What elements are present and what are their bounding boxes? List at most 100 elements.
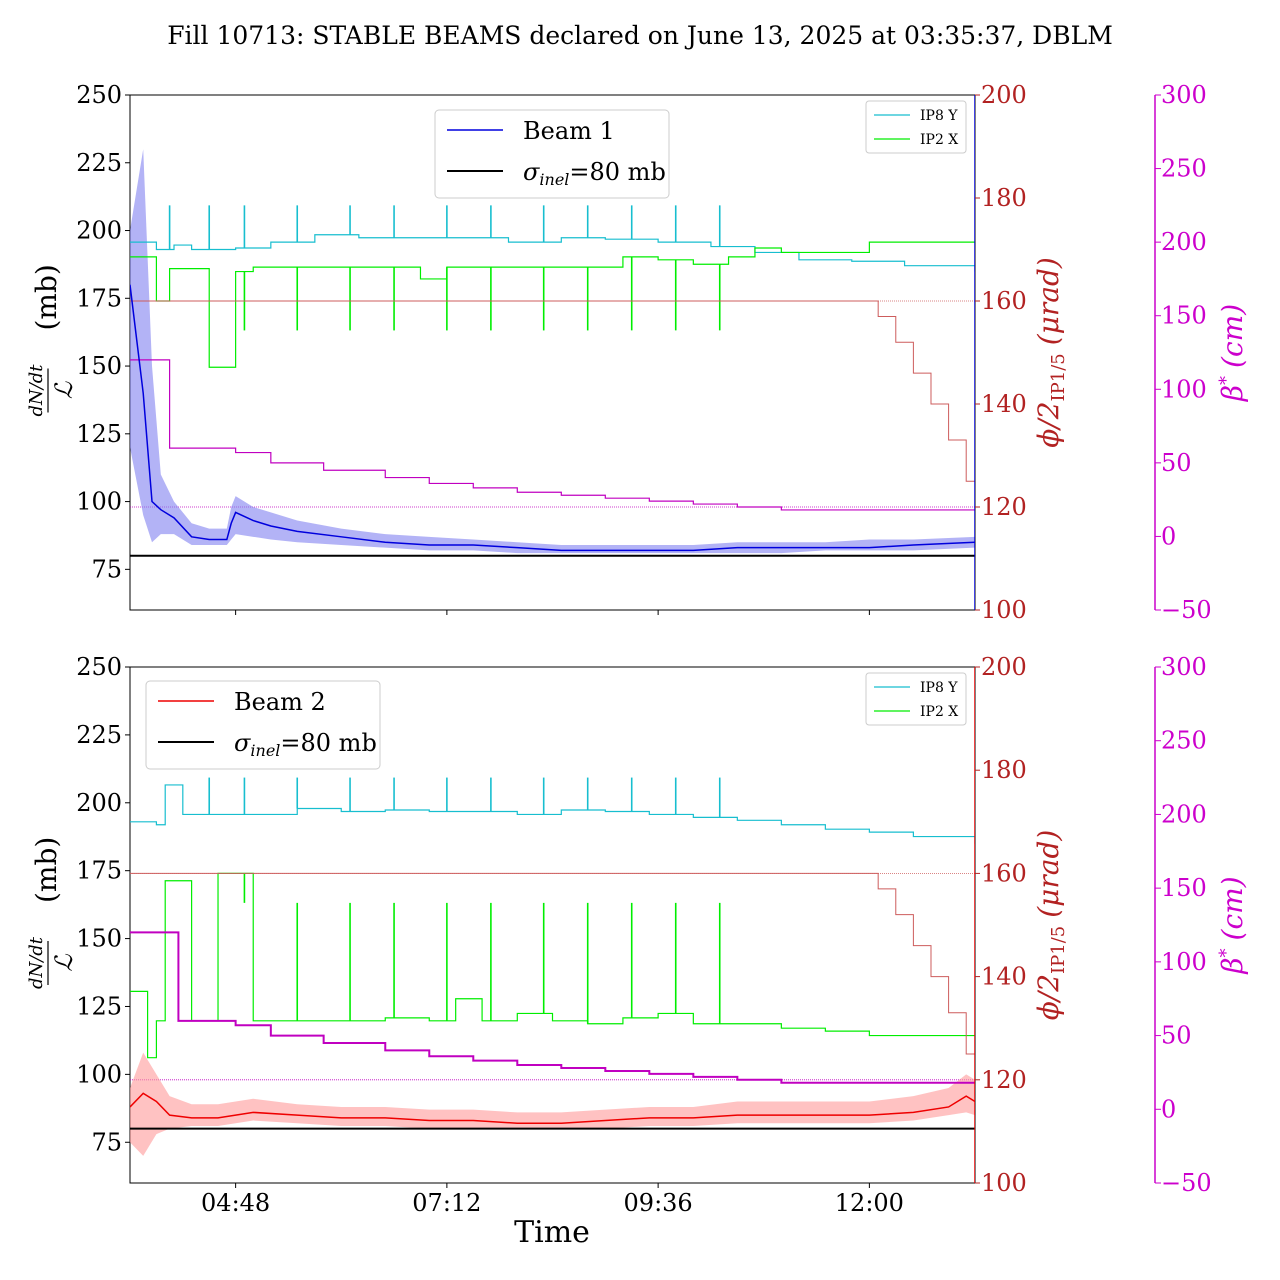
right-axis-symbol: ϕ/2 xyxy=(1032,401,1065,447)
ip8-y-line xyxy=(130,784,975,844)
beta-axis-title: β* (cm) xyxy=(1216,304,1249,402)
left-axis-label: (mb) dN/dt ℒ xyxy=(26,837,78,989)
crossing-angle-line xyxy=(130,872,975,1085)
beta-tick-label: 250 xyxy=(1161,155,1207,183)
left-axis-label: (mb) dN/dt ℒ xyxy=(26,264,78,416)
legend-ip2-label: IP2 X xyxy=(920,704,958,720)
beta-tick-label: −50 xyxy=(1161,1169,1212,1197)
left-tick-label: 75 xyxy=(91,555,122,583)
left-tick-label: 150 xyxy=(76,352,122,380)
legend-ip8-label: IP8 Y xyxy=(920,680,958,696)
right-axis-title: ϕ/2IP1/5 (μrad) xyxy=(1032,830,1069,1021)
beta-tick-label: 50 xyxy=(1161,1022,1192,1050)
beta-tick-label: 200 xyxy=(1161,228,1207,256)
right-axis-title: ϕ/2IP1/5 (μrad) xyxy=(1032,257,1069,448)
ip2-x-line xyxy=(130,241,975,368)
beta-axis-superscript: * xyxy=(1216,948,1237,957)
beta-tick-label: 250 xyxy=(1161,727,1207,755)
right-axis-unit: (μrad) xyxy=(1032,830,1065,918)
beta-tick-label: 100 xyxy=(1161,375,1207,403)
right-tick-label: 160 xyxy=(981,287,1027,315)
x-tick-label: 04:48 xyxy=(201,1189,270,1217)
legend-beam-label: Beam 2 xyxy=(234,688,326,716)
left-tick-label: 225 xyxy=(76,149,122,177)
right-tick-label: 200 xyxy=(981,81,1027,109)
beta-tick-label: 150 xyxy=(1161,302,1207,330)
left-axis-numerator: dN/dt xyxy=(26,364,47,417)
beta-star-line xyxy=(130,359,975,511)
left-tick-label: 75 xyxy=(91,1128,122,1156)
left-tick-label: 150 xyxy=(76,925,122,953)
x-tick-label: 12:00 xyxy=(835,1189,904,1217)
left-axis-denominator: ℒ xyxy=(50,954,78,972)
left-axis-numerator: dN/dt xyxy=(26,936,47,989)
beta-axis-unit: (cm) xyxy=(1216,304,1249,368)
beta-axis-symbol: β xyxy=(1216,957,1249,974)
left-axis-unit: (mb) xyxy=(30,837,63,903)
left-tick-label: 200 xyxy=(76,217,122,245)
beta-tick-label: 0 xyxy=(1161,522,1176,550)
left-tick-label: 125 xyxy=(76,420,122,448)
beta-axis-superscript: * xyxy=(1216,376,1237,385)
beta-tick-label: 0 xyxy=(1161,1095,1176,1123)
plot-area xyxy=(130,667,975,1183)
beam-line xyxy=(130,1092,975,1124)
crossing-angle-line xyxy=(130,300,975,513)
left-tick-label: 225 xyxy=(76,721,122,749)
right-tick-label: 140 xyxy=(981,963,1027,991)
beam-uncertainty-band xyxy=(130,1052,975,1156)
right-axis-label: ϕ/2IP1/5 (μrad) xyxy=(1032,830,1069,1021)
right-tick-label: 100 xyxy=(981,596,1027,624)
chart-title: Fill 10713: STABLE BEAMS declared on Jun… xyxy=(167,21,1113,50)
plot-area xyxy=(130,95,975,610)
beta-axis-label: β* (cm) xyxy=(1216,304,1249,402)
small-legend-box xyxy=(865,672,967,726)
beta-axis-label: β* (cm) xyxy=(1216,876,1249,974)
beam-line xyxy=(130,284,975,552)
left-tick-label: 250 xyxy=(76,81,122,109)
left-axis-denominator: ℒ xyxy=(50,381,78,399)
left-tick-label: 175 xyxy=(76,284,122,312)
beta-tick-label: 200 xyxy=(1161,800,1207,828)
right-tick-label: 120 xyxy=(981,1066,1027,1094)
right-axis-unit: (μrad) xyxy=(1032,257,1065,345)
beta-tick-label: 300 xyxy=(1161,81,1207,109)
top-panel: 75 100 125 150 175 200 225 250 100 120 140 160 180 20… xyxy=(26,81,1249,624)
left-tick-label: 250 xyxy=(76,653,122,681)
legend-ip8-label: IP8 Y xyxy=(920,108,958,124)
left-tick-label: 200 xyxy=(76,789,122,817)
right-axis-label: ϕ/2IP1/5 (μrad) xyxy=(1032,257,1069,448)
small-legend-box xyxy=(865,100,967,154)
beta-tick-label: 50 xyxy=(1161,449,1192,477)
right-axis-subscript: IP1/5 xyxy=(1048,926,1069,974)
beta-axis-unit: (cm) xyxy=(1216,876,1249,940)
beta-star-line xyxy=(130,931,975,1084)
legend-ip2-label: IP2 X xyxy=(920,132,958,148)
right-axis-subscript: IP1/5 xyxy=(1048,353,1069,401)
beta-axis-title: β* (cm) xyxy=(1216,876,1249,974)
left-axis-unit: (mb) xyxy=(30,264,63,330)
left-tick-label: 100 xyxy=(76,1060,122,1088)
legend-box xyxy=(434,109,670,199)
legend-box xyxy=(145,680,381,770)
right-axis-symbol: ϕ/2 xyxy=(1032,974,1065,1020)
right-tick-label: 120 xyxy=(981,493,1027,521)
legend-sigma-label: σinel=80 mb xyxy=(234,729,377,760)
bottom-panel: 75 100 125 150 175 200 225 250 100 120 140 160 180 20… xyxy=(26,653,1249,1217)
right-tick-label: 140 xyxy=(981,390,1027,418)
left-tick-label: 100 xyxy=(76,488,122,516)
x-tick-label: 09:36 xyxy=(624,1189,693,1217)
legend-beam-label: Beam 1 xyxy=(523,117,615,145)
beta-tick-label: 300 xyxy=(1161,653,1207,681)
right-tick-label: 160 xyxy=(981,859,1027,887)
beta-tick-label: −50 xyxy=(1161,596,1212,624)
right-tick-label: 200 xyxy=(981,653,1027,681)
legend-sigma-label: σinel=80 mb xyxy=(523,158,666,189)
ip2-x-line xyxy=(130,872,975,1059)
beta-tick-label: 150 xyxy=(1161,874,1207,902)
right-tick-label: 180 xyxy=(981,184,1027,212)
right-tick-label: 180 xyxy=(981,756,1027,784)
beta-axis-symbol: β xyxy=(1216,385,1249,402)
left-tick-label: 125 xyxy=(76,992,122,1020)
